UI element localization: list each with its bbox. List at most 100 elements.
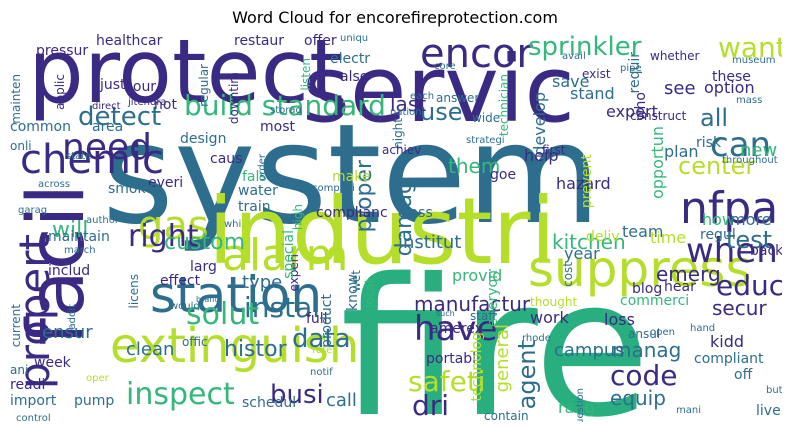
word-larg: larg (190, 259, 217, 275)
word-hand: hand (690, 323, 716, 334)
word-new: new (740, 140, 778, 161)
word-maintain: maintain (48, 229, 110, 245)
word-encor: encor (420, 34, 533, 77)
word-applic: applic (53, 74, 67, 110)
word-regular: regular (197, 64, 211, 107)
word-right: right (128, 219, 199, 254)
word-use: use (420, 98, 463, 126)
word-week: week (34, 355, 71, 371)
word-class: class (398, 205, 433, 221)
word-downtim: downtim (227, 72, 241, 125)
word-general: general (492, 324, 513, 393)
word-contain: contain (484, 409, 529, 422)
word-team: team (622, 222, 664, 241)
word-thought: thought (530, 295, 578, 309)
word-time: time (650, 228, 687, 247)
word-everi: everi (148, 175, 184, 191)
word-risk: risk (696, 135, 722, 151)
word-storag: storag (270, 105, 302, 116)
word-offic: offic (182, 335, 208, 349)
word-back: back (750, 243, 782, 259)
word-secur: secur (712, 296, 767, 320)
word-also: also (340, 69, 369, 85)
word-just: just (100, 77, 126, 93)
word-equip: equip (610, 386, 666, 410)
word-compani: compani (312, 183, 355, 194)
word-them: them (448, 154, 501, 178)
word-core: core (434, 61, 456, 72)
word-offer: offer (304, 34, 337, 49)
word-full: full (306, 311, 328, 327)
word-local: local (363, 280, 377, 308)
word-dri: dri (412, 389, 450, 422)
word-throughout: throughout (722, 155, 778, 166)
word-loss: loss (604, 310, 635, 329)
word-provid: provid (452, 266, 503, 285)
word-common: common (10, 119, 71, 135)
word-can: can (710, 125, 772, 165)
word-see: see (664, 78, 696, 99)
word-safeti: safeti (408, 365, 486, 398)
word-gas: gas (138, 203, 209, 249)
word-uniqu: uniqu (340, 34, 369, 44)
word-jitendra: jitendra (128, 97, 167, 108)
word-pump: pump (74, 393, 115, 409)
word-center: center (678, 152, 756, 180)
word-these: these (712, 69, 751, 85)
word-across: across (38, 179, 71, 190)
word-author: author (86, 215, 119, 226)
word-portabl: portabl (426, 351, 477, 367)
word-area: area (92, 119, 124, 135)
word-state: state (66, 151, 92, 162)
word-staff: staff (470, 309, 497, 323)
word-open: open (650, 327, 675, 338)
word-control: control (16, 413, 51, 423)
word-fire: fire (340, 238, 651, 423)
word-last: last (390, 92, 427, 116)
word-want: want (718, 34, 782, 64)
word-when: when (686, 231, 778, 271)
word-effect: effect (160, 273, 201, 289)
word-code: code (610, 359, 678, 392)
word-march: march (64, 245, 96, 256)
word-instal: instal (244, 291, 321, 324)
word-blog: blog (632, 281, 663, 297)
word-make: make (332, 169, 371, 185)
word-campus: campus (554, 340, 625, 361)
word-each: each (410, 91, 435, 102)
word-goe: goe (490, 167, 517, 183)
word-busi: busi (270, 380, 324, 410)
page-title: Word Cloud for encorefireprotection.com (232, 8, 558, 27)
word-special: special (281, 230, 297, 279)
word-inspect: inspect (126, 377, 235, 412)
word-onli: onli (10, 139, 32, 153)
word-option: option (704, 78, 755, 97)
word-station: station (150, 266, 323, 324)
word-smoke: smoke (108, 181, 154, 197)
word-prevent: prevent (579, 154, 595, 209)
word-not: not (154, 97, 177, 113)
word-answer: answer (436, 91, 480, 105)
word-mani: mani (676, 405, 701, 416)
word-pressur: pressur (36, 43, 89, 59)
word-brand: brand (196, 295, 220, 304)
word-fals: fals (242, 169, 267, 185)
word-product: product (319, 294, 335, 348)
word-schedul: schedul (242, 395, 297, 411)
word-pipe: pipe (620, 63, 642, 74)
word-nation: nation (390, 107, 422, 118)
word-will: will (52, 218, 89, 243)
word-work: work (530, 308, 569, 327)
word-have: have (414, 309, 498, 349)
word-listen: listen (299, 58, 313, 91)
word-complianc: complianc (316, 205, 388, 221)
word-detect: detect (78, 102, 162, 132)
word-rhode: rhode (522, 333, 551, 344)
word-type: type (242, 272, 283, 293)
word-custom: custom (164, 230, 246, 255)
word-order: order (257, 154, 268, 181)
word-extinguish: extinguish (110, 318, 360, 374)
word-question: question (575, 388, 586, 422)
word-hear: hear (664, 279, 696, 295)
word-clean: clean (126, 339, 175, 360)
